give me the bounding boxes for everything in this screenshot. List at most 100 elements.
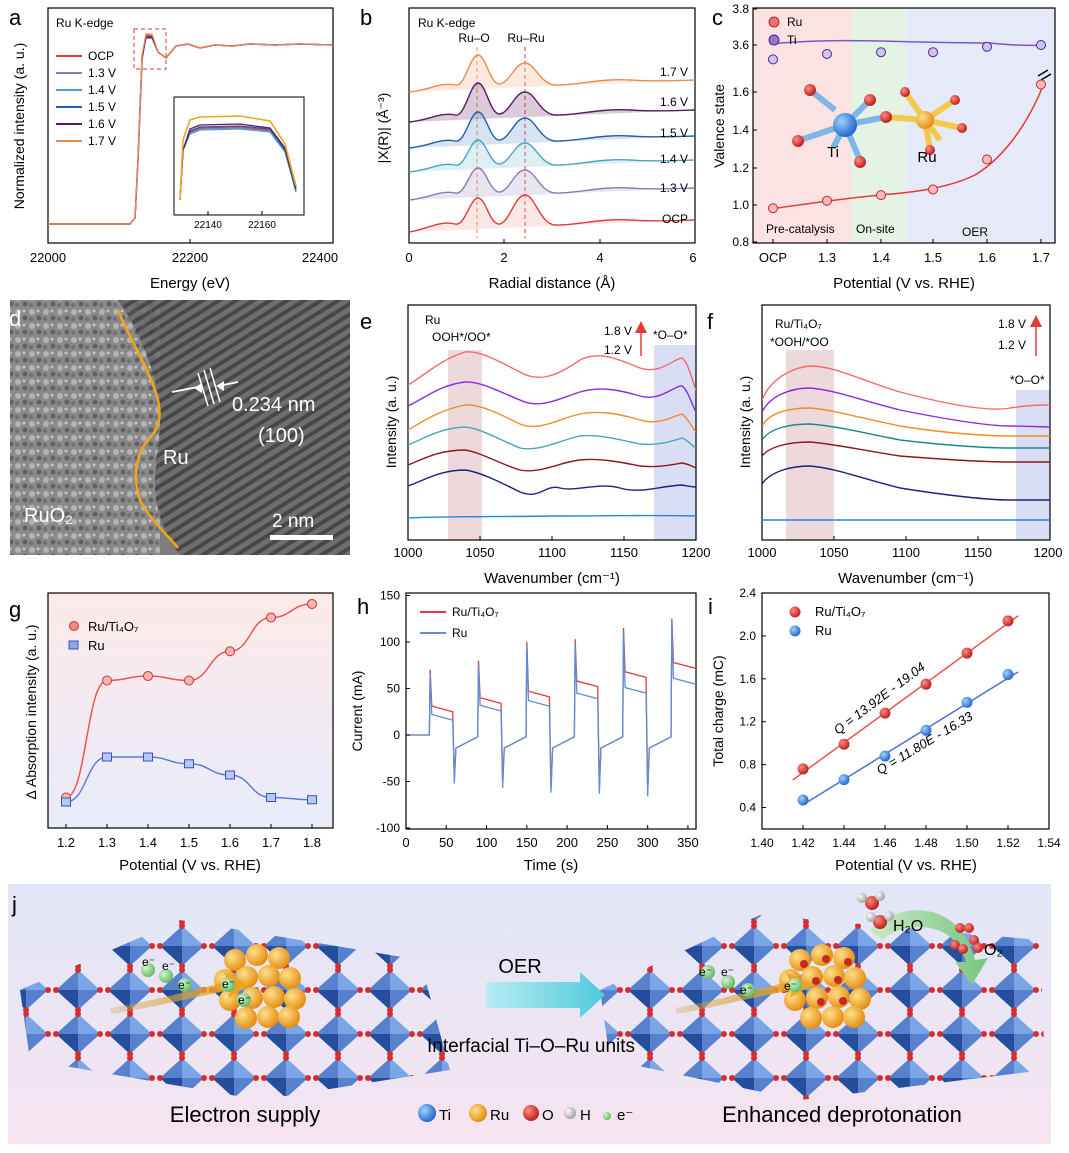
ft-curve-1.7V <box>409 54 695 93</box>
electron <box>721 975 735 989</box>
y-tick-label: -100 <box>376 821 400 835</box>
ru-sphere <box>219 989 241 1011</box>
raman-curve-1.4V <box>762 441 1050 463</box>
panel-letter: e <box>360 309 372 334</box>
y-axis-label: |X(R)| (Å⁻³) <box>375 93 391 164</box>
panel-c: c Ru Ti Ti Ru Pre-catalysis On-site OER … <box>711 2 1056 292</box>
fit-equation: Q = 13.92E - 19.04 <box>831 659 928 737</box>
y-tick-label: 50 <box>387 682 401 696</box>
electron <box>701 965 715 979</box>
legend-label: Ru <box>490 1107 509 1124</box>
y-tick-label: 100 <box>380 635 400 649</box>
chrono-series <box>406 618 696 797</box>
axis-ticks: 0 50 100 150 200 250 300 350 -100 -50 0 50 100 150 <box>376 589 699 851</box>
plane-label: (100) <box>258 425 305 447</box>
electron <box>178 978 192 992</box>
oer-arrow <box>486 972 605 1018</box>
legend-label: 1.6 V <box>88 117 116 131</box>
panel-g: g Ru/Ti₄O₇ Ru 1.2 1.3 1.4 1.5 1.6 1.7 1.8 Pote… <box>9 592 334 874</box>
ru-sphere <box>784 989 806 1011</box>
ru-sphere <box>278 1006 300 1028</box>
legend-label: 1.7 V <box>88 134 116 148</box>
x-ticks: 1.2 1.3 1.4 1.5 1.6 1.7 1.8 <box>57 824 321 850</box>
y-axis-label: Total charge (mC) <box>710 655 726 766</box>
ru-sphere <box>246 944 268 966</box>
tio-ru-model: Ti Ru <box>792 84 967 168</box>
water-label: H₂O <box>893 918 923 935</box>
atom-legend: Ti Ru O H e⁻ <box>418 1104 633 1124</box>
y-tick-label: 1.4 <box>732 123 749 137</box>
electron <box>141 963 155 977</box>
band-label: OOH*/OO* <box>432 330 491 344</box>
raman-curves <box>408 351 696 519</box>
electron <box>159 969 173 983</box>
adsorbed-o <box>834 976 842 984</box>
o-atom <box>950 95 960 105</box>
ru-sphere <box>224 949 246 971</box>
panel-f: f Ru/Ti₄O₇ *OOH/*OO *O–O* 1.8 V 1.2 V 10… <box>707 304 1062 587</box>
x-tick-label: 22400 <box>302 250 338 265</box>
legend: Ru/Ti₄O₇ Ru <box>68 619 139 653</box>
x-tick-label: 300 <box>637 835 659 850</box>
xanes-curve-1.7V <box>48 33 333 225</box>
panel-letter: d <box>9 306 21 331</box>
voltage-high: 1.8 V <box>998 317 1026 331</box>
ft-curve-ocp <box>409 194 695 233</box>
ru-point <box>1002 669 1014 681</box>
y-axis-label: Intensity (a. u.) <box>383 376 399 469</box>
legend-label: Ru/Ti₄O₇ <box>88 619 139 634</box>
o-atom <box>950 940 960 950</box>
legend-label: 1.5 V <box>88 100 116 114</box>
ft-curve-1.3V <box>409 167 695 201</box>
ru-sphere <box>844 967 866 989</box>
legend: Ru/Ti₄O₇ Ru <box>789 604 866 638</box>
axis-ticks: 1.40 1.42 1.44 1.46 1.48 1.50 1.52 1.54 0.4 0.8 1.… <box>739 586 1061 850</box>
x-tick-label: 22200 <box>172 250 208 265</box>
adsorbed-o <box>800 960 808 968</box>
h-atom <box>875 891 885 901</box>
curve-label: 1.6 V <box>660 95 688 109</box>
ti-valence-point <box>876 47 886 58</box>
legend-label: Ru/Ti₄O₇ <box>452 605 499 619</box>
zoom-box <box>133 28 167 70</box>
o-atom <box>955 923 965 933</box>
ru-valence-point <box>982 154 992 165</box>
ti-legend-ball <box>418 1104 436 1122</box>
ru-ti4o7-point <box>961 647 973 659</box>
raman-curve-1.4V <box>408 449 696 472</box>
electron <box>788 978 802 992</box>
x-tick-label: 1.5 <box>180 835 198 850</box>
x-tick-label: 1000 <box>748 545 777 560</box>
x-tick-label: 1.4 <box>872 250 890 265</box>
x-tick-label: 1.7 <box>262 835 280 850</box>
ru-sphere <box>263 986 285 1008</box>
legend-label: Ti <box>787 33 797 47</box>
axis-break <box>1037 69 1052 81</box>
legend: Ru/Ti₄O₇ Ru <box>420 605 499 640</box>
legend-marker <box>768 34 780 46</box>
x-tick-label: 1.48 <box>914 836 938 850</box>
electron-symbol: e⁻ <box>178 978 191 992</box>
voltage-low: 1.2 V <box>604 343 632 357</box>
legend-marker <box>789 606 801 618</box>
x-axis-label: Wavenumber (cm⁻¹) <box>484 570 620 587</box>
x-axis-label: Potential (V vs. RHE) <box>833 275 975 292</box>
ft-curve-1.5V <box>409 111 695 149</box>
x-tick-label: 1050 <box>820 545 849 560</box>
y-tick-label: 3.8 <box>732 2 749 16</box>
x-tick-label: 1.5 <box>924 250 942 265</box>
sample-label: Ru/Ti₄O₇ <box>775 317 822 331</box>
region-label: OER <box>962 225 988 239</box>
ru-point <box>102 752 112 762</box>
interfacial-label: Interfacial Ti–O–Ru units <box>427 1036 635 1057</box>
panel-letter: j <box>11 892 17 917</box>
legend-label: e⁻ <box>617 1107 633 1124</box>
region-onsite-bg <box>851 8 906 243</box>
x-tick-label: 1.42 <box>791 836 815 850</box>
ru-point <box>307 795 317 805</box>
edge-label: Ru K-edge <box>418 16 476 30</box>
raman-curve-1.7V <box>762 387 1050 428</box>
ru-current-trace <box>406 622 696 797</box>
ru-fit-line <box>802 671 1019 806</box>
